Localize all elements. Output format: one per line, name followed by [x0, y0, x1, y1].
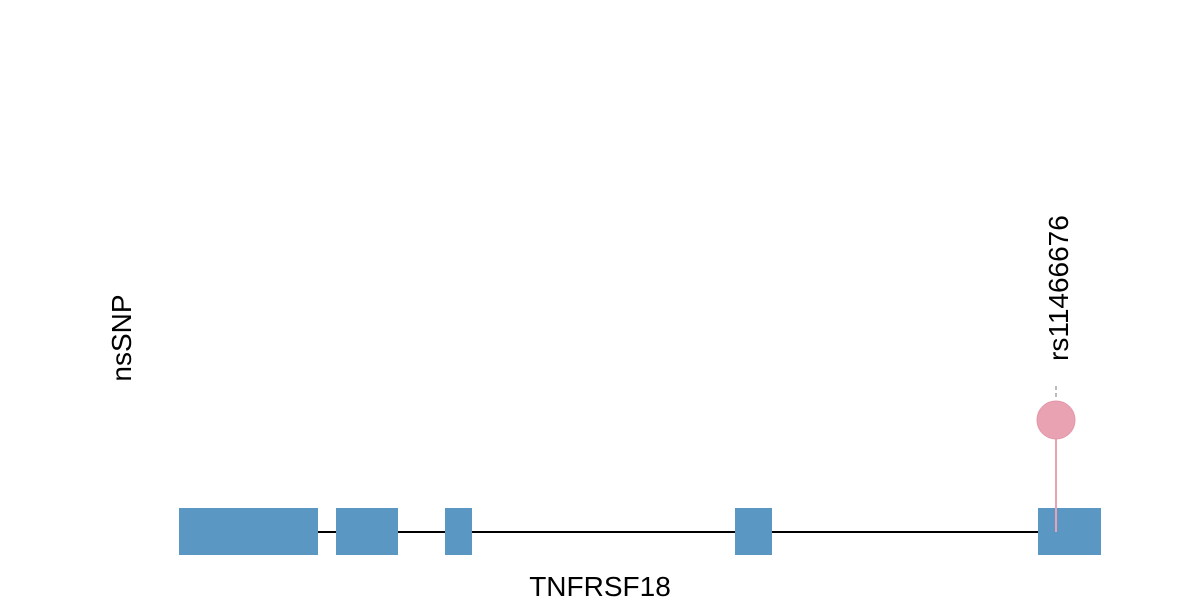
exons	[179, 508, 1101, 555]
track-label: nsSNP	[106, 294, 137, 381]
exon-3	[445, 508, 472, 555]
exon-5	[1038, 508, 1101, 555]
exon-2	[336, 508, 398, 555]
gene-name: TNFRSF18	[529, 571, 671, 600]
snp-lollipop-head[interactable]	[1036, 400, 1076, 440]
exon-1	[179, 508, 318, 555]
exon-4	[735, 508, 772, 555]
snp-label: rs11466676	[1043, 215, 1074, 361]
